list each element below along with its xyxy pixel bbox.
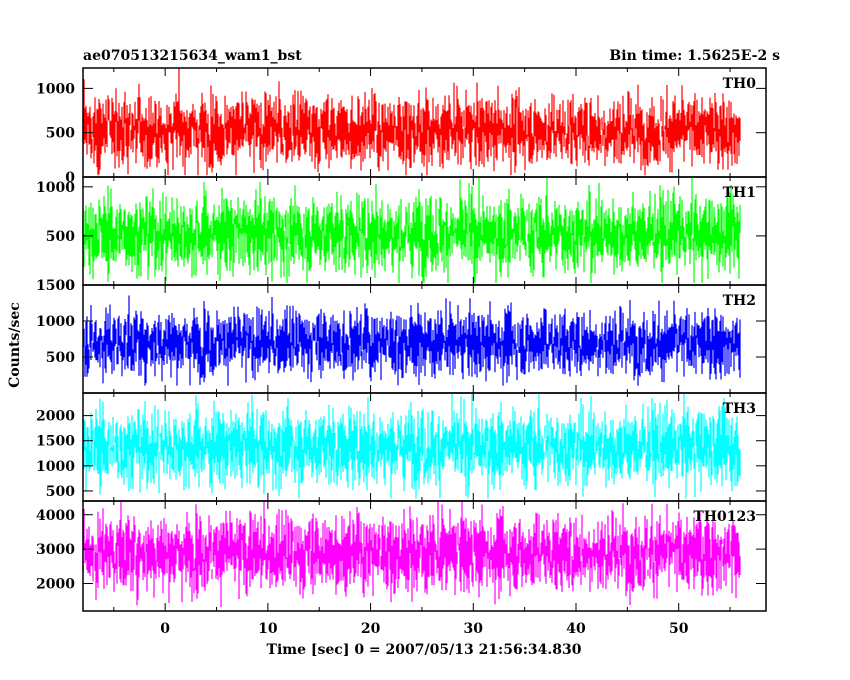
- y-axis-label: Counts/sec: [7, 302, 23, 388]
- th2-series: [82, 295, 741, 386]
- xtick-label: 50: [669, 621, 689, 637]
- th1-ytick-label: 1000: [36, 180, 75, 196]
- th3-ytick-label: 2000: [36, 409, 75, 425]
- th0-ytick-label: 500: [46, 126, 75, 142]
- th3-ytick-label: 1000: [36, 459, 75, 475]
- x-axis-label: Time [sec] 0 = 2007/05/13 21:56:34.830: [267, 642, 582, 658]
- th2-ytick-label: 1500: [36, 278, 75, 294]
- th1-panel-label: TH1: [723, 185, 756, 201]
- th3-series: [82, 393, 741, 499]
- header-left: ae070513215634_wam1_bst: [83, 48, 302, 64]
- th0123-panel-label: TH0123: [693, 509, 756, 525]
- header-right: Bin time: 1.5625E-2 s: [609, 48, 780, 64]
- th2-ytick-label: 1000: [36, 314, 75, 330]
- th3-ytick-label: 500: [46, 484, 75, 500]
- th2-ytick-label: 500: [46, 350, 75, 366]
- th1-ytick-label: 500: [46, 229, 75, 245]
- th1-ytick-label: 0: [65, 278, 75, 294]
- xtick-label: 40: [566, 621, 586, 637]
- th2-panel-label: TH2: [723, 293, 756, 309]
- xtick-label: 10: [258, 621, 278, 637]
- th0123-ytick-label: 2000: [36, 577, 75, 593]
- th0-ytick-label: 1000: [36, 81, 75, 97]
- th3-panel-label: TH3: [723, 401, 756, 417]
- th3-ytick-label: 1500: [36, 434, 75, 450]
- th0-series: [82, 68, 741, 176]
- xtick-label: 0: [160, 621, 170, 637]
- th0-panel-label: TH0: [723, 76, 757, 92]
- xtick-label: 20: [361, 621, 381, 637]
- th0123-ytick-label: 4000: [36, 508, 75, 524]
- th0123-series: [82, 501, 741, 608]
- th1-series: [82, 177, 741, 283]
- xtick-label: 30: [464, 621, 484, 637]
- th0-ytick-label: 0: [65, 170, 75, 186]
- th0123-ytick-label: 3000: [36, 542, 75, 558]
- th0123-panel-frame: [82, 500, 767, 612]
